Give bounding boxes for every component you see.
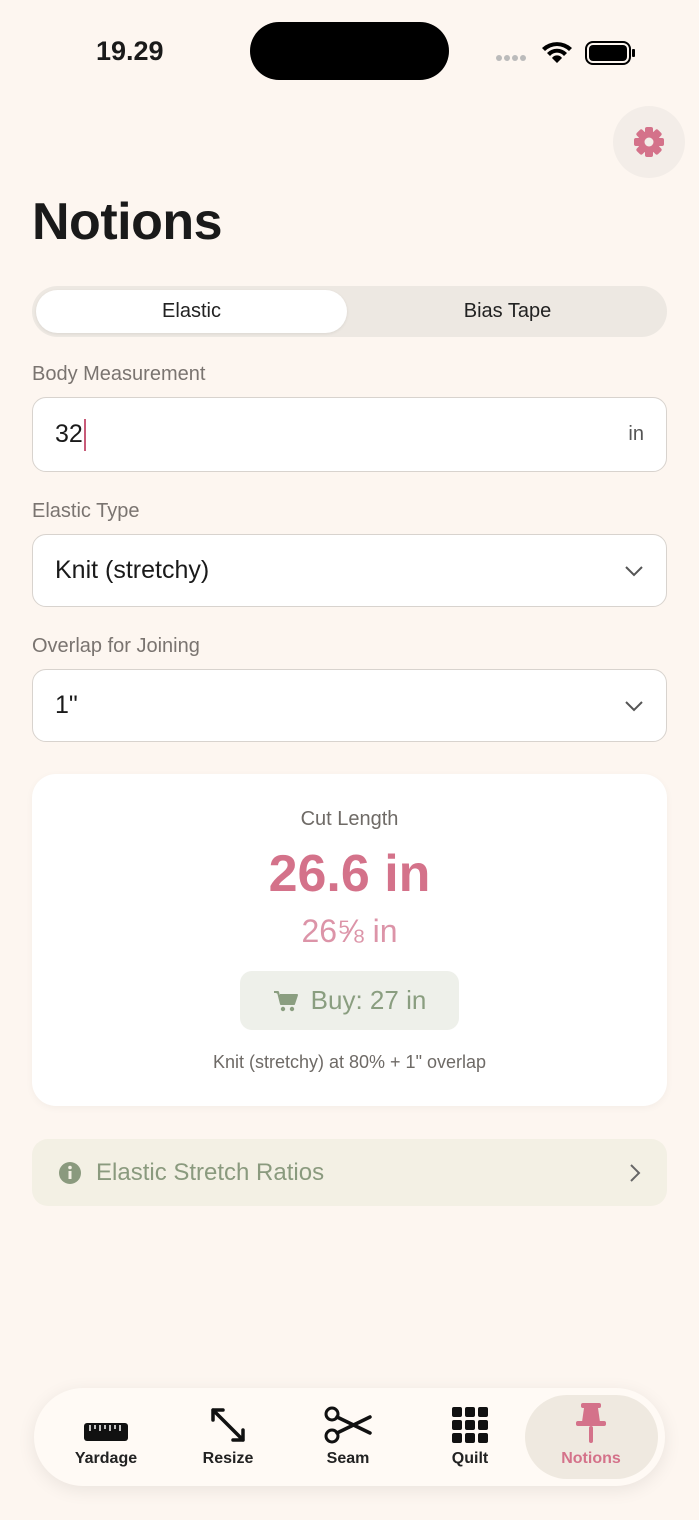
- page-title: Notions: [32, 193, 223, 251]
- tab-item[interactable]: Seam: [288, 1388, 408, 1486]
- status-icons: [496, 41, 635, 65]
- chevron-down: [625, 700, 643, 711]
- pin-icon: [576, 1403, 606, 1443]
- text-input[interactable]: 32 in: [32, 397, 667, 472]
- result-note: Knit (stretchy) at 80% + 1" overlap: [212, 1052, 486, 1072]
- ruler-icon: [84, 1423, 128, 1441]
- tab-item[interactable]: Notions: [531, 1388, 651, 1486]
- tab-label: Notions: [561, 1450, 621, 1467]
- field-label: Body Measurement: [32, 363, 206, 385]
- scissors-icon: [324, 1406, 372, 1444]
- status-time: 19.29: [96, 36, 164, 66]
- tab-item[interactable]: Quilt: [410, 1388, 530, 1486]
- info-icon: [59, 1161, 81, 1184]
- result-value: 26.6 in: [268, 845, 431, 903]
- result-card: Cut Length 26.6 in 26⅝ in Buy: 27 in Kni…: [32, 774, 667, 1106]
- input-unit: in: [628, 423, 644, 445]
- chevron-down: [625, 565, 643, 576]
- segment[interactable]: Bias Tape: [463, 300, 552, 322]
- tab-label: Yardage: [74, 1450, 138, 1467]
- resize-icon: [211, 1408, 245, 1442]
- chevron-right: [630, 1163, 641, 1182]
- select[interactable]: 1": [32, 669, 667, 742]
- buy-badge: Buy: 27 in: [240, 971, 459, 1030]
- result-fraction: 26⅝ in: [301, 913, 398, 949]
- gear-icon: [634, 127, 664, 157]
- settings-button[interactable]: [613, 106, 685, 178]
- select[interactable]: Knit (stretchy): [32, 534, 667, 607]
- tab-label: Seam: [326, 1450, 370, 1467]
- segmented-control: Elastic Bias Tape: [32, 286, 667, 337]
- caret: [83, 418, 86, 451]
- select-value: 1": [55, 691, 78, 719]
- grid-icon: [452, 1407, 488, 1443]
- field-label: Overlap for Joining: [32, 635, 200, 657]
- tab-item[interactable]: Yardage: [46, 1388, 166, 1486]
- result-label: Cut Length: [300, 808, 399, 830]
- tab-item[interactable]: Resize: [168, 1388, 288, 1486]
- tab-label: Resize: [202, 1450, 254, 1467]
- field-label: Elastic Type: [32, 500, 140, 522]
- tab-label: Quilt: [451, 1450, 489, 1467]
- tab-bar: Yardage Resize Seam Quilt Notions: [34, 1388, 665, 1486]
- buy-text: Buy: 27 in: [310, 985, 427, 1015]
- cart-icon: [273, 990, 298, 1011]
- info-title: Elastic Stretch Ratios: [96, 1158, 325, 1186]
- segment[interactable]: Elastic: [36, 290, 347, 333]
- info-row[interactable]: Elastic Stretch Ratios: [32, 1139, 667, 1206]
- select-value: Knit (stretchy): [55, 556, 210, 584]
- input-value: 32: [55, 420, 83, 448]
- dynamic-island: [250, 22, 449, 80]
